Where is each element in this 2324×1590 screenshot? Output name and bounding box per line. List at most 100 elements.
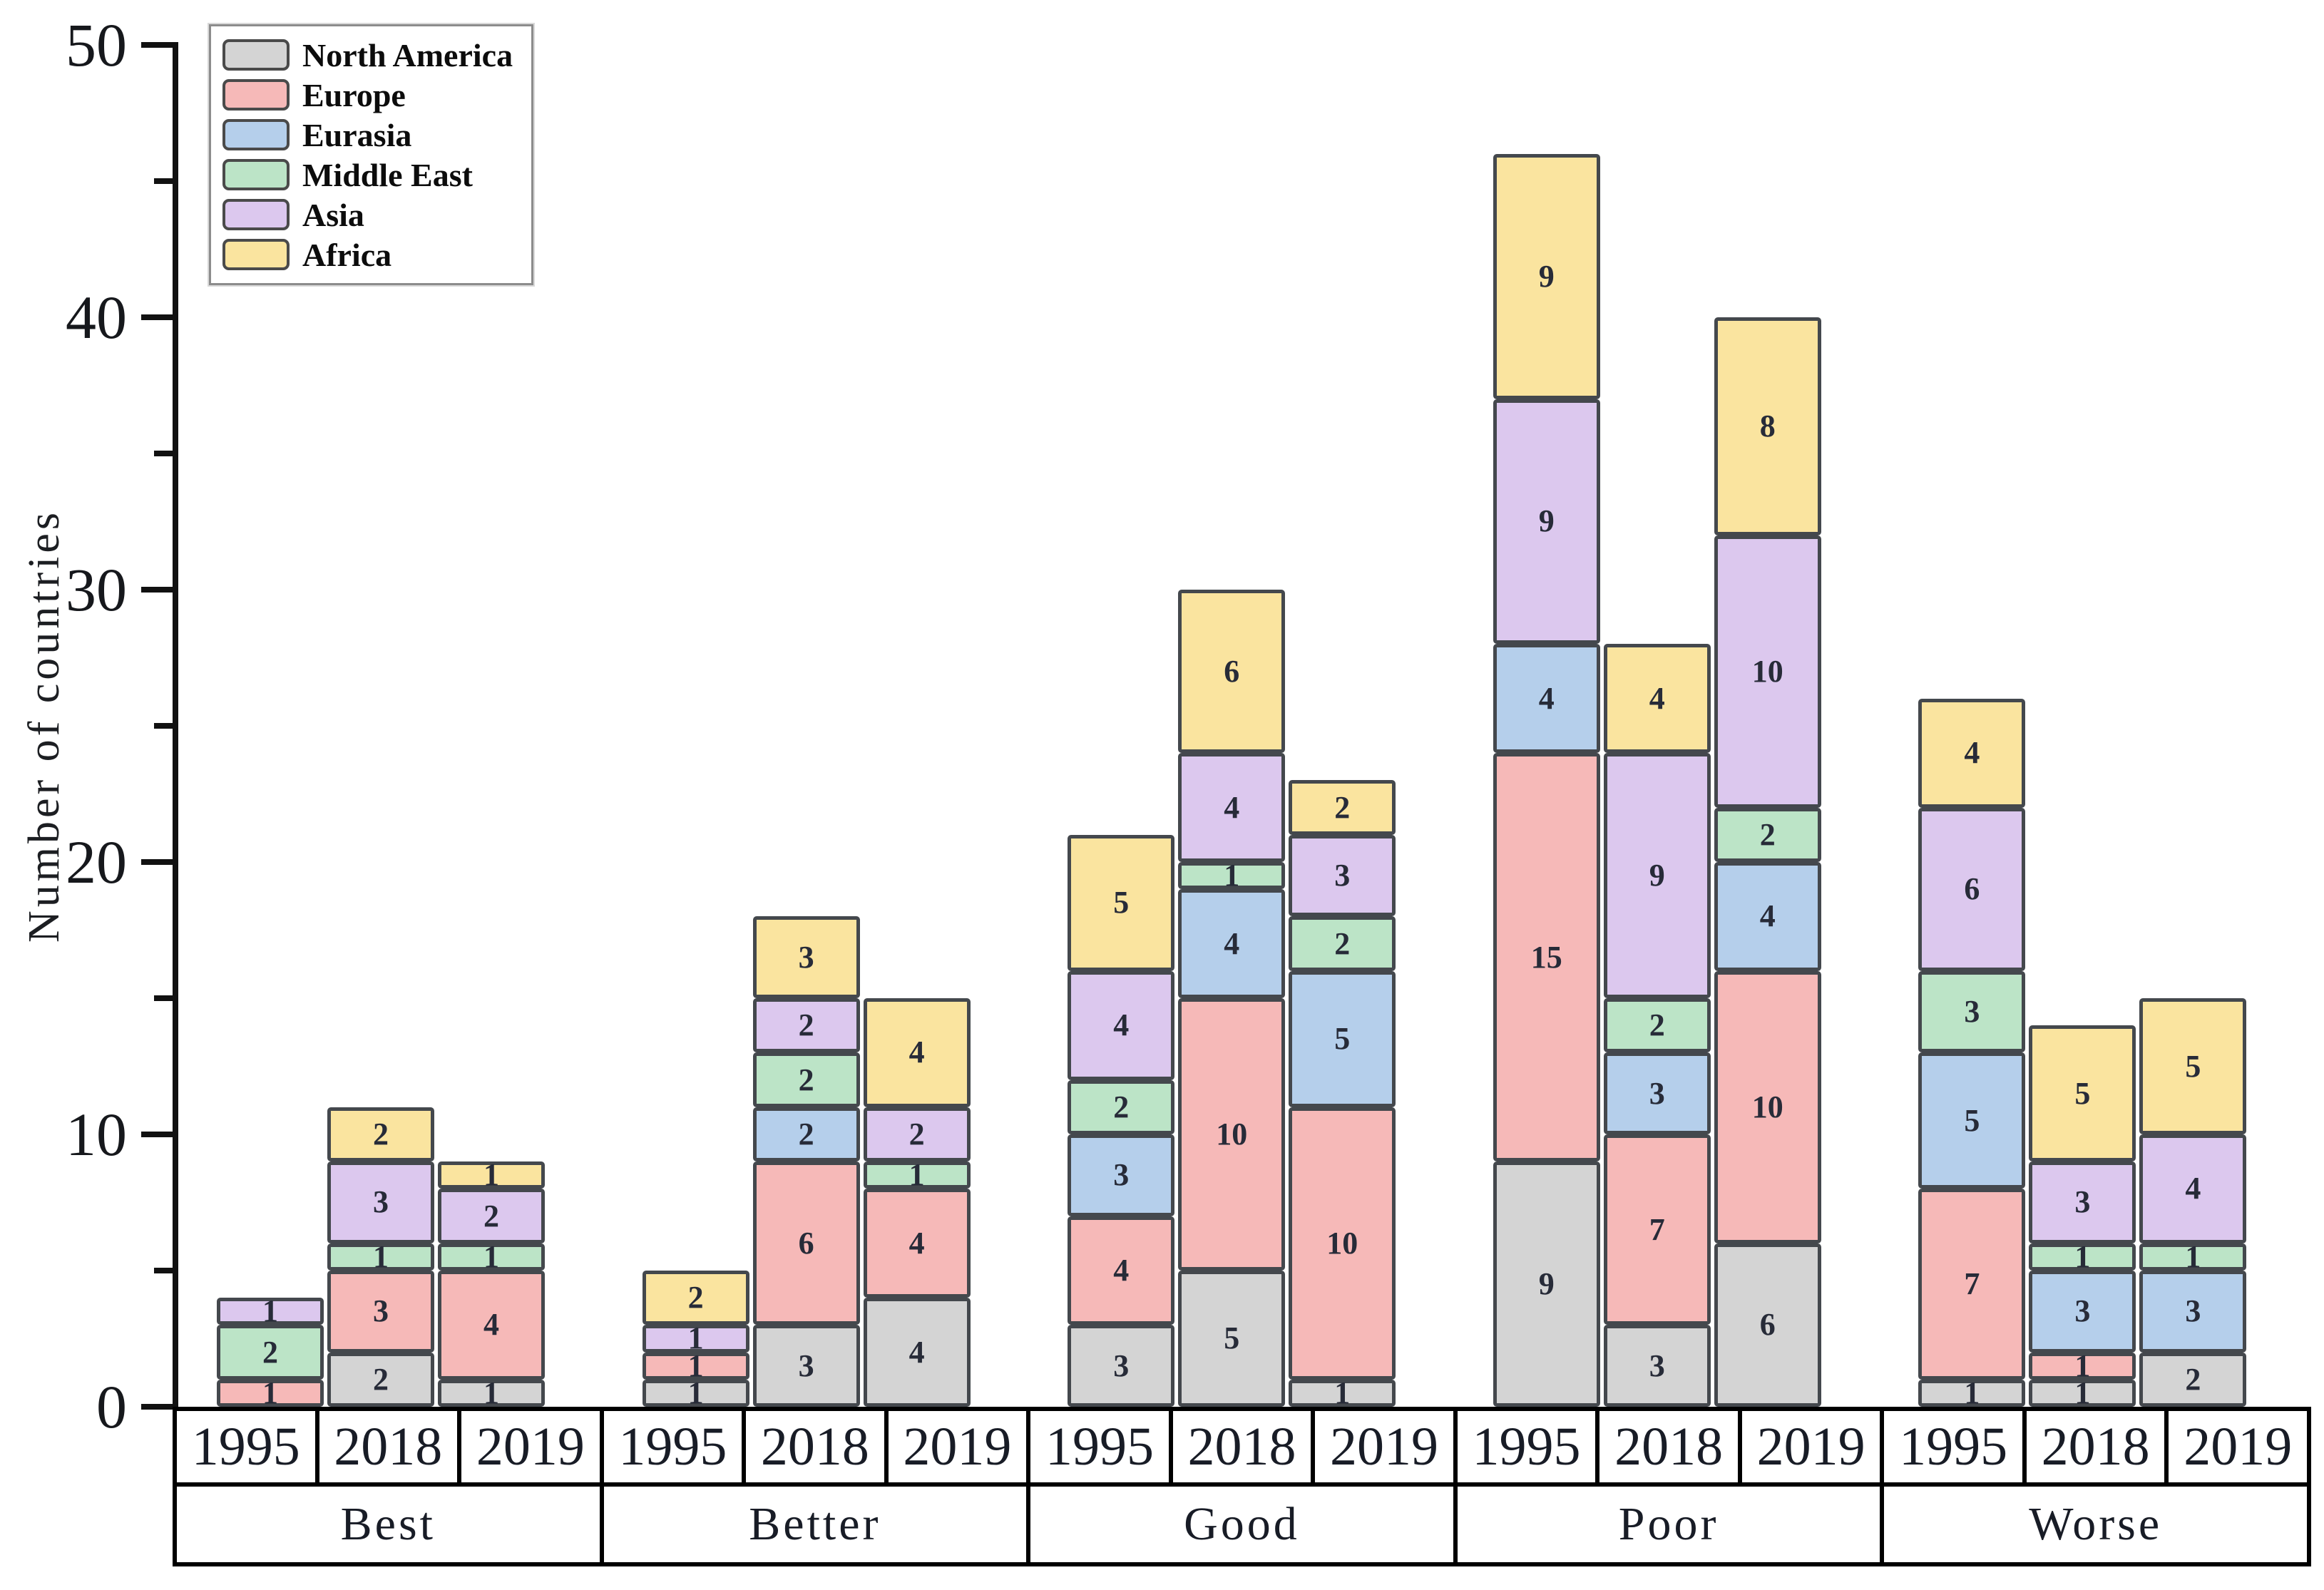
segment-value-label: 6 (1964, 871, 1980, 907)
segment-europe: 6 (752, 1161, 860, 1325)
segment-middle-east: 1 (863, 1157, 971, 1193)
segment-middle-east: 1 (2029, 1241, 2136, 1272)
segment-value-label: 4 (1224, 789, 1240, 825)
segment-asia: 9 (1603, 753, 1711, 998)
y-tick-label: 20 (66, 828, 127, 896)
segment-africa: 5 (2029, 1025, 2136, 1162)
segment-value-label: 15 (1530, 939, 1562, 975)
bar-poor-1995: 9 9 4 15 9 (1493, 153, 1600, 1407)
segment-europe: 4 (438, 1270, 545, 1380)
y-minor-tick (154, 1268, 173, 1273)
legend-swatch-north-america (222, 39, 290, 71)
year-cell-good-2019: 2019 (1311, 1407, 1458, 1487)
segment-asia: 2 (752, 997, 860, 1053)
segment-middle-east: 2 (752, 1052, 860, 1107)
segment-value-label: 1 (908, 1157, 925, 1193)
segment-north-america: 1 (1289, 1375, 1396, 1410)
segment-value-label: 6 (798, 1225, 814, 1261)
segment-value-label: 1 (262, 1375, 278, 1410)
y-tick-label: 0 (96, 1373, 127, 1441)
segment-value-label: 4 (908, 1225, 925, 1261)
legend-label: Europe (302, 76, 406, 113)
segment-asia: 4 (2139, 1134, 2247, 1243)
segment-africa: 5 (2139, 998, 2247, 1134)
segment-value-label: 4 (1964, 735, 1980, 771)
year-cell-best-1995: 1995 (173, 1407, 319, 1487)
segment-africa: 4 (1603, 644, 1711, 754)
bar-best-1995: 1 2 1 (217, 1296, 324, 1410)
year-cell-better-2018: 2018 (742, 1407, 889, 1487)
segment-value-label: 2 (798, 1116, 814, 1152)
segment-asia: 4 (1178, 753, 1286, 862)
segment-value-label: 10 (1326, 1225, 1358, 1261)
segment-value-label: 2 (798, 1062, 814, 1097)
segment-north-america: 1 (642, 1375, 749, 1410)
segment-north-america: 3 (752, 1325, 860, 1407)
segment-value-label: 2 (908, 1116, 925, 1152)
legend-item-eurasia: Eurasia (222, 115, 513, 155)
segment-value-label: 4 (1538, 680, 1555, 716)
segment-value-label: 2 (687, 1280, 704, 1315)
legend-item-africa: Africa (222, 235, 513, 275)
segment-europe: 15 (1493, 753, 1600, 1162)
segment-value-label: 5 (1113, 885, 1130, 920)
bar-good-1995: 5 4 2 3 4 3 (1068, 834, 1175, 1407)
segment-middle-east: 1 (2139, 1241, 2247, 1272)
bar-worse-2019: 5 4 1 3 2 (2139, 998, 2247, 1407)
segment-value-label: 5 (1224, 1320, 1240, 1356)
segment-europe: 1 (2029, 1350, 2136, 1381)
segment-africa: 9 (1493, 153, 1600, 399)
segment-africa: 1 (438, 1159, 545, 1191)
year-cell-worse-2018: 2018 (2022, 1407, 2169, 1487)
segment-value-label: 3 (1113, 1157, 1130, 1193)
segment-europe: 10 (1178, 997, 1286, 1271)
segment-north-america: 2 (2139, 1352, 2247, 1407)
segment-africa: 4 (863, 998, 971, 1107)
segment-eurasia: 3 (1068, 1134, 1175, 1216)
segment-value-label: 3 (1334, 858, 1351, 893)
y-minor-tick (154, 723, 173, 729)
segment-value-label: 9 (1538, 503, 1555, 539)
year-cell-good-1995: 1995 (1026, 1407, 1173, 1487)
segment-europe: 4 (863, 1189, 971, 1298)
segment-eurasia: 3 (2139, 1270, 2247, 1353)
y-tick-label: 50 (66, 11, 127, 79)
segment-europe: 10 (1289, 1107, 1396, 1380)
segment-north-america: 3 (1068, 1325, 1175, 1407)
segment-value-label: 10 (1751, 1089, 1783, 1124)
segment-middle-east: 2 (217, 1325, 324, 1380)
segment-europe: 1 (217, 1375, 324, 1410)
segment-value-label: 2 (1113, 1089, 1130, 1124)
segment-value-label: 1 (1334, 1375, 1351, 1410)
segment-value-label: 3 (798, 939, 814, 975)
segment-value-label: 4 (908, 1334, 925, 1370)
segment-value-label: 3 (2185, 1293, 2201, 1329)
segment-value-label: 5 (2074, 1075, 2091, 1111)
segment-asia: 4 (1068, 970, 1175, 1080)
segment-europe: 7 (1918, 1189, 2026, 1380)
segment-value-label: 4 (1113, 1252, 1130, 1288)
segment-value-label: 2 (798, 1007, 814, 1043)
segment-africa: 5 (1068, 834, 1175, 971)
segment-value-label: 6 (1224, 653, 1240, 689)
y-tick-label: 40 (66, 283, 127, 352)
segment-value-label: 1 (687, 1375, 704, 1410)
year-cell-better-2019: 2019 (884, 1407, 1031, 1487)
segment-value-label: 10 (1751, 653, 1783, 689)
legend-swatch-europe (222, 79, 290, 111)
legend-swatch-eurasia (222, 119, 290, 150)
segment-eurasia: 5 (1918, 1052, 2026, 1189)
bar-poor-2019: 8 10 2 4 10 6 (1714, 317, 1821, 1407)
segment-north-america: 1 (1918, 1377, 2026, 1408)
segment-value-label: 5 (1964, 1102, 1980, 1138)
segment-value-label: 1 (483, 1238, 499, 1274)
segment-value-label: 2 (1334, 925, 1351, 961)
segment-asia: 3 (327, 1161, 434, 1243)
segment-middle-east: 2 (1714, 807, 1821, 862)
segment-asia: 6 (1918, 807, 2026, 971)
y-major-tick (141, 42, 173, 48)
legend-label: North America (302, 36, 513, 73)
segment-value-label: 2 (373, 1361, 389, 1397)
segment-value-label: 3 (1649, 1348, 1665, 1383)
